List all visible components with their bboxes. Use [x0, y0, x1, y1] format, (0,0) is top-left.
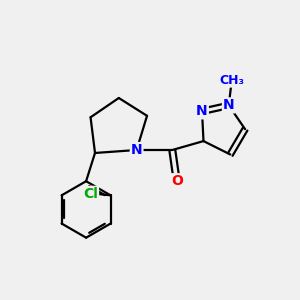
Text: O: O: [171, 174, 183, 188]
Text: N: N: [131, 143, 142, 157]
Text: N: N: [223, 98, 235, 112]
Text: N: N: [196, 104, 208, 118]
Text: Cl: Cl: [83, 187, 98, 201]
Text: CH₃: CH₃: [219, 74, 244, 87]
